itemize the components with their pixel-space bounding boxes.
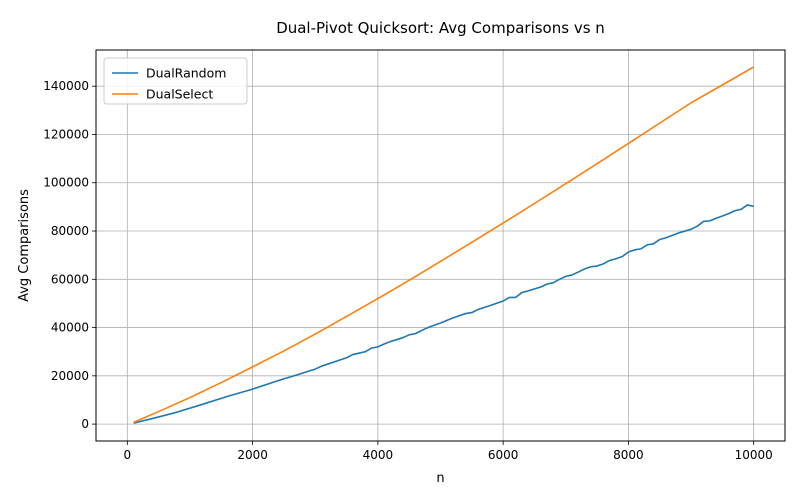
chart-title: Dual-Pivot Quicksort: Avg Comparisons vs… xyxy=(276,19,605,37)
y-tick-label: 120000 xyxy=(43,127,89,141)
y-tick-label: 140000 xyxy=(43,79,89,93)
ticks: 0 2000 4000 6000 8000 10000020000400006000080… xyxy=(43,79,773,462)
x-tick-label: 8000 xyxy=(613,448,644,462)
y-tick-label: 40000 xyxy=(51,321,89,335)
series-layer xyxy=(133,66,755,424)
plot-frame xyxy=(95,49,786,442)
y-tick-label: 0 xyxy=(81,417,89,431)
x-tick-label: 10000 xyxy=(735,448,773,462)
y-tick-label: 100000 xyxy=(43,176,89,190)
y-axis-label: Avg Comparisons xyxy=(17,189,32,302)
x-axis-label: n xyxy=(436,471,444,486)
x-tick-label: 4000 xyxy=(363,448,394,462)
y-tick-label: 60000 xyxy=(51,272,89,286)
y-tick-label: 80000 xyxy=(51,224,89,238)
legend-box xyxy=(103,57,248,105)
x-tick-label: 0 xyxy=(123,448,131,462)
series-line-dualrandom xyxy=(133,204,754,424)
y-tick-label: 20000 xyxy=(51,369,89,383)
legend-label-dualselect: DualSelect xyxy=(146,87,213,102)
x-tick-label: 6000 xyxy=(488,448,519,462)
legend-label-dualrandom: DualRandom xyxy=(146,66,226,81)
legend: DualRandom DualSelect xyxy=(103,57,248,105)
grid xyxy=(96,50,785,441)
series-line-dualselect xyxy=(133,66,755,424)
x-tick-label: 2000 xyxy=(237,448,268,462)
